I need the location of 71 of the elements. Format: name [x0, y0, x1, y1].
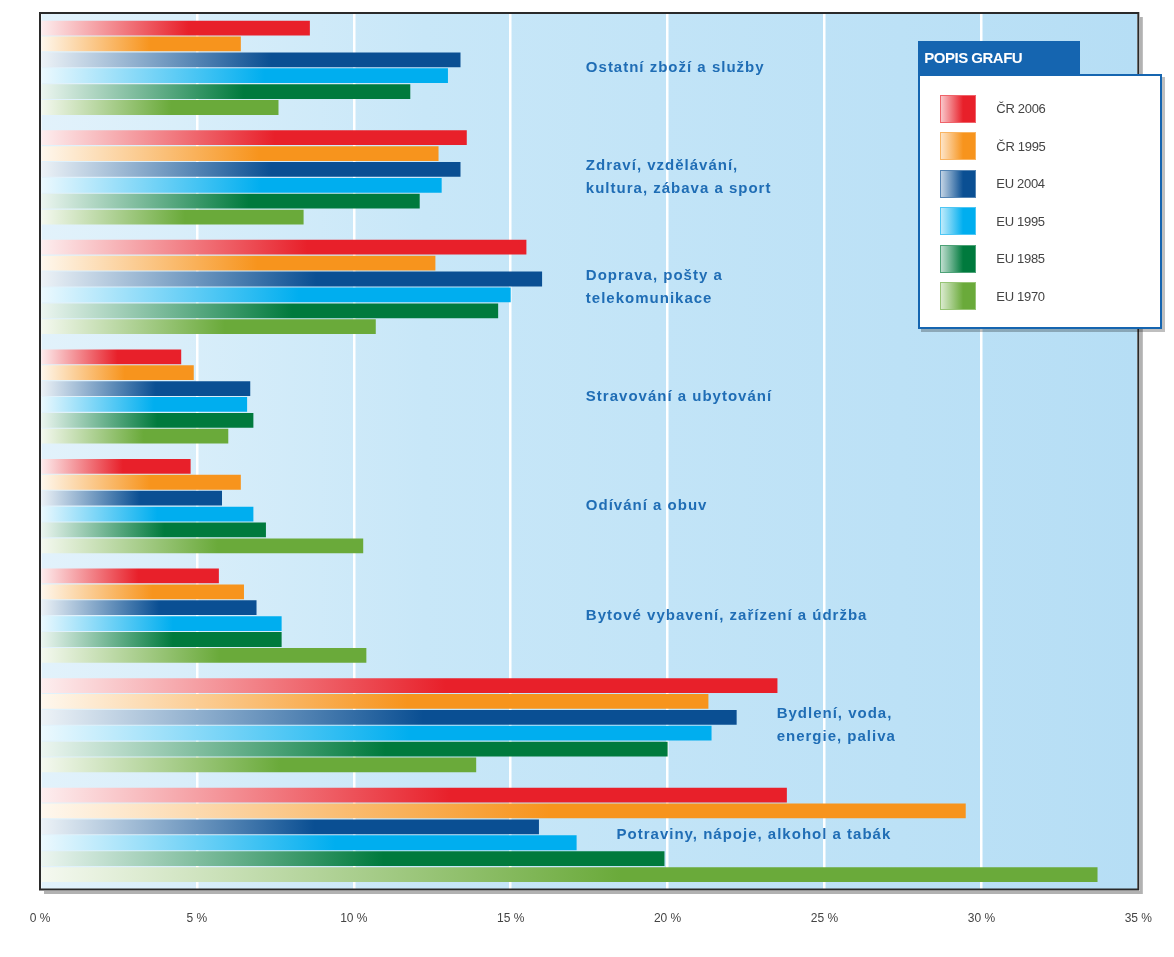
bar	[41, 648, 367, 663]
bar	[41, 239, 527, 255]
legend-label: ČR 1995	[996, 138, 1046, 154]
bar	[41, 741, 668, 757]
legend-label: ČR 2006	[996, 101, 1046, 117]
bar	[41, 209, 304, 225]
y-tick-label: Ostatní zboží a služby	[585, 57, 765, 75]
bar	[41, 381, 251, 396]
bar	[41, 867, 1098, 882]
bar	[41, 177, 442, 193]
bar	[41, 787, 787, 803]
bar	[41, 319, 376, 335]
x-tick-label: 35 %	[1124, 911, 1153, 926]
y-tick-label: Doprava, pošty a telekomunikace	[585, 265, 723, 306]
bar	[41, 193, 420, 209]
bar	[41, 568, 219, 584]
x-tick-label: 15 %	[497, 911, 525, 926]
bar	[41, 397, 248, 412]
bar	[41, 349, 182, 365]
bar	[41, 709, 737, 725]
bar	[41, 365, 194, 381]
bar	[41, 68, 448, 84]
bar	[41, 506, 254, 522]
bar	[41, 100, 279, 115]
bar	[41, 287, 511, 303]
legend-title: POPIS GRAFU	[924, 49, 1023, 66]
bar	[41, 36, 241, 52]
bar	[41, 725, 712, 741]
legend-label: EU 1995	[996, 213, 1045, 229]
bar	[41, 428, 229, 444]
x-tick-label: 5 %	[186, 911, 208, 926]
legend-label: EU 1985	[996, 251, 1045, 267]
y-tick-label: Zdraví, vzdělávání, kultura, zábava a sport	[585, 156, 772, 196]
bar	[41, 522, 266, 538]
x-tick-label: 20 %	[653, 911, 682, 926]
bar	[41, 84, 411, 100]
bar	[41, 835, 577, 851]
y-tick-label: Stravování a ubytování	[585, 386, 773, 404]
bar	[41, 130, 467, 146]
x-tick-label: 25 %	[810, 911, 839, 926]
bar	[41, 20, 310, 36]
legend-label: EU 2004	[996, 176, 1045, 192]
bar	[41, 757, 477, 773]
y-tick-label: Odívání a obuv	[585, 496, 708, 514]
x-tick-label: 0 %	[29, 911, 51, 926]
bar	[41, 271, 543, 287]
bar	[41, 52, 461, 68]
bar	[41, 600, 257, 616]
x-tick-label: 30 %	[967, 911, 996, 926]
bar	[41, 694, 709, 709]
bar	[41, 474, 241, 490]
bar	[41, 162, 461, 177]
bar	[41, 678, 778, 693]
bar	[41, 819, 539, 835]
bar	[41, 146, 439, 161]
bar	[41, 303, 499, 319]
bar	[41, 412, 254, 428]
bar	[41, 490, 223, 506]
bar	[41, 538, 364, 554]
bar	[41, 458, 191, 474]
bar	[41, 616, 282, 631]
bar	[41, 632, 282, 647]
bar	[41, 584, 244, 600]
legend-label: EU 1970	[996, 288, 1045, 304]
bar	[41, 851, 665, 867]
bar	[41, 803, 966, 819]
y-tick-label: Bytové vybavení, zařízení a údržba	[585, 605, 868, 623]
x-tick-label: 10 %	[340, 911, 368, 926]
bar	[41, 255, 436, 271]
y-tick-label: Bydlení, voda, energie, paliva	[776, 703, 896, 744]
y-tick-label: Potraviny, nápoje, alkohol a tabák	[616, 824, 892, 842]
